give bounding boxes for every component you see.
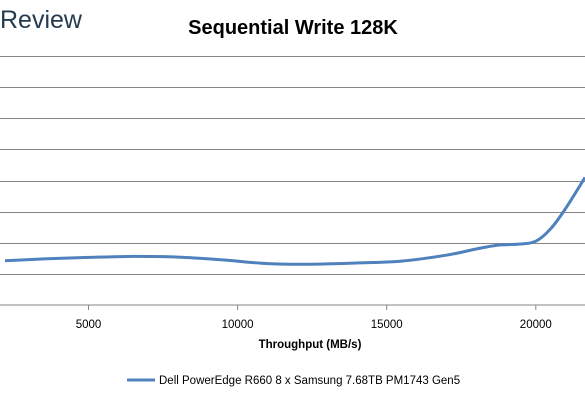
grid-lines (0, 56, 585, 275)
x-tick-label: 5000 (76, 319, 102, 331)
x-axis-label: Throughput (MB/s) (259, 339, 362, 351)
chart-title: Sequential Write 128K (188, 17, 398, 39)
x-tick-label: 10000 (222, 319, 254, 331)
series-lines (4, 176, 585, 266)
x-tick-label: 20000 (520, 319, 552, 331)
legend: Dell PowerEdge R660 8 x Samsung 7.68TB P… (127, 375, 460, 387)
series-line (4, 176, 585, 266)
x-tick-labels: 5000 10000 15000 20000 (76, 305, 552, 331)
review-logo-text: Review (0, 6, 83, 34)
legend-label: Dell PowerEdge R660 8 x Samsung 7.68TB P… (159, 375, 460, 387)
x-tick-label: 15000 (371, 319, 403, 331)
